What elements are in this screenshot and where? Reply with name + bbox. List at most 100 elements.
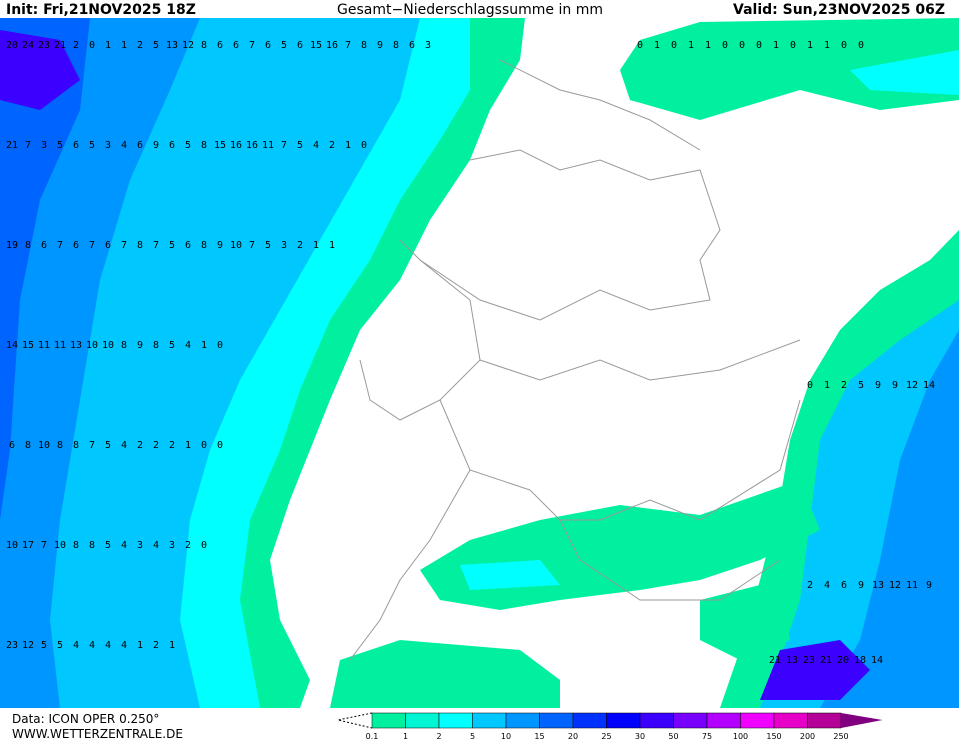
grid-value: 5 bbox=[153, 40, 159, 51]
legend-label: 150 bbox=[766, 732, 781, 741]
map-title: Gesamt−Niederschlagssumme in mm bbox=[337, 2, 603, 18]
grid-value: 21 bbox=[769, 655, 781, 666]
grid-value: 21 bbox=[6, 140, 18, 151]
grid-value: 23 bbox=[38, 40, 50, 51]
grid-value: 4 bbox=[73, 640, 79, 651]
precip-area bbox=[0, 18, 200, 708]
grid-value: 5 bbox=[41, 640, 47, 651]
legend-swatch bbox=[740, 712, 775, 729]
legend-swatch bbox=[505, 712, 540, 729]
grid-value: 7 bbox=[249, 240, 255, 251]
grid-value: 13 bbox=[70, 340, 82, 351]
grid-value: 9 bbox=[137, 340, 143, 351]
legend-label: 30 bbox=[635, 732, 645, 741]
grid-value: 7 bbox=[345, 40, 351, 51]
grid-value: 1 bbox=[201, 340, 207, 351]
grid-value: 8 bbox=[25, 240, 31, 251]
grid-value: 8 bbox=[89, 540, 95, 551]
grid-value: 10 bbox=[6, 540, 18, 551]
precip-area bbox=[700, 580, 790, 660]
grid-value: 8 bbox=[25, 440, 31, 451]
legend-swatch bbox=[472, 712, 507, 729]
grid-value: 8 bbox=[57, 440, 63, 451]
legend-label: 0.1 bbox=[366, 732, 379, 741]
legend-label: 75 bbox=[702, 732, 712, 741]
grid-value: 2 bbox=[137, 40, 143, 51]
grid-value: 2 bbox=[169, 440, 175, 451]
precip-area bbox=[820, 330, 959, 708]
grid-value: 4 bbox=[185, 340, 191, 351]
grid-value: 7 bbox=[25, 140, 31, 151]
grid-value: 6 bbox=[41, 240, 47, 251]
grid-value: 1 bbox=[654, 40, 660, 51]
grid-value: 11 bbox=[262, 140, 274, 151]
legend-label: 15 bbox=[534, 732, 544, 741]
grid-value: 6 bbox=[233, 40, 239, 51]
legend-label: 5 bbox=[470, 732, 475, 741]
grid-value: 6 bbox=[169, 140, 175, 151]
grid-value: 18 bbox=[854, 655, 866, 666]
grid-value: 13 bbox=[786, 655, 798, 666]
grid-value: 5 bbox=[57, 640, 63, 651]
grid-value: 14 bbox=[871, 655, 883, 666]
legend-label: 20 bbox=[568, 732, 578, 741]
legend-label: 2 bbox=[436, 732, 441, 741]
grid-value: 10 bbox=[86, 340, 98, 351]
grid-value: 4 bbox=[121, 140, 127, 151]
grid-value: 0 bbox=[217, 440, 223, 451]
grid-value: 5 bbox=[185, 140, 191, 151]
grid-value: 4 bbox=[121, 540, 127, 551]
grid-value: 20 bbox=[837, 655, 849, 666]
grid-value: 11 bbox=[54, 340, 66, 351]
grid-value: 12 bbox=[906, 380, 918, 391]
grid-value: 7 bbox=[281, 140, 287, 151]
grid-value: 2 bbox=[153, 440, 159, 451]
grid-value: 8 bbox=[201, 40, 207, 51]
grid-value: 23 bbox=[803, 655, 815, 666]
header-band bbox=[0, 0, 959, 18]
site-url: WWW.WETTERZENTRALE.DE bbox=[12, 727, 183, 741]
grid-value: 6 bbox=[9, 440, 15, 451]
grid-value: 21 bbox=[820, 655, 832, 666]
grid-value: 7 bbox=[57, 240, 63, 251]
precip-area bbox=[330, 640, 560, 708]
grid-value: 15 bbox=[310, 40, 322, 51]
grid-value: 1 bbox=[807, 40, 813, 51]
grid-value: 4 bbox=[313, 140, 319, 151]
grid-value: 19 bbox=[6, 240, 18, 251]
grid-value: 8 bbox=[393, 40, 399, 51]
grid-value: 21 bbox=[54, 40, 66, 51]
grid-value: 0 bbox=[858, 40, 864, 51]
grid-value: 1 bbox=[824, 380, 830, 391]
value-grid: 20 24 23 21 2 0 1 1 2 5 13 12 8 6 6 7 6 5 6 15 16 7 8 9 8 6 321 7 3 5… bbox=[6, 40, 935, 666]
grid-value: 2 bbox=[297, 240, 303, 251]
grid-value: 3 bbox=[105, 140, 111, 151]
grid-value: 5 bbox=[281, 40, 287, 51]
grid-value: 1 bbox=[185, 440, 191, 451]
grid-value: 2 bbox=[329, 140, 335, 151]
grid-value: 1 bbox=[345, 140, 351, 151]
grid-value: 7 bbox=[153, 240, 159, 251]
grid-value: 3 bbox=[281, 240, 287, 251]
legend-swatch bbox=[572, 712, 607, 729]
grid-value: 11 bbox=[906, 580, 918, 591]
grid-value: 7 bbox=[41, 540, 47, 551]
grid-value: 17 bbox=[22, 540, 34, 551]
grid-value: 6 bbox=[217, 40, 223, 51]
grid-value: 0 bbox=[637, 40, 643, 51]
grid-value: 14 bbox=[923, 380, 935, 391]
grid-value: 1 bbox=[313, 240, 319, 251]
grid-value: 3 bbox=[41, 140, 47, 151]
grid-value: 7 bbox=[249, 40, 255, 51]
legend-swatch bbox=[807, 712, 842, 729]
grid-value: 8 bbox=[201, 140, 207, 151]
grid-value: 10 bbox=[230, 240, 242, 251]
grid-value: 8 bbox=[137, 240, 143, 251]
grid-value: 9 bbox=[153, 140, 159, 151]
precip-area bbox=[0, 18, 90, 520]
grid-value: 9 bbox=[926, 580, 932, 591]
grid-value: 1 bbox=[169, 640, 175, 651]
grid-value: 16 bbox=[246, 140, 258, 151]
grid-value: 2 bbox=[807, 580, 813, 591]
